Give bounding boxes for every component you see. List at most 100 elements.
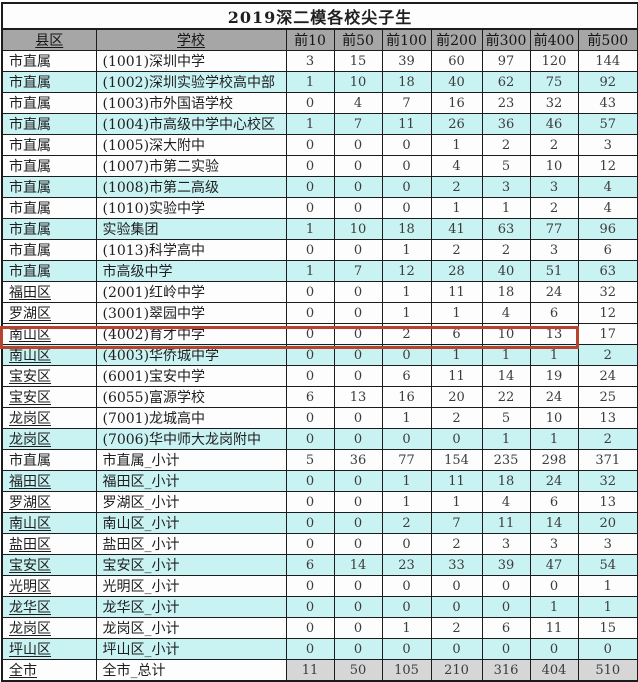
value-cell: 1 [430, 197, 483, 219]
value-cell: 17 [577, 323, 638, 345]
value-cell: 1 [285, 260, 335, 282]
table-row: 市直属 (1001)深圳中学 3 15 39 60 97 120 144 [1, 50, 638, 72]
district-cell: 龙岗区 [1, 407, 97, 429]
value-cell: 0 [381, 596, 432, 618]
value-cell: 24 [529, 386, 579, 408]
school-cell: 实验集团 [95, 218, 287, 240]
value-cell: 0 [333, 365, 383, 387]
table-row: 龙岗区 龙岗区_小计 0 0 1 2 6 11 15 [1, 617, 638, 639]
value-cell: 26 [430, 113, 483, 135]
school-cell: (7006)华中师大龙岗附中 [95, 428, 287, 450]
value-cell: 510 [577, 659, 638, 682]
value-cell: 96 [577, 218, 638, 240]
value-cell: 2 [529, 134, 579, 156]
value-cell: 0 [333, 176, 383, 198]
value-cell: 210 [430, 659, 483, 682]
value-cell: 11 [430, 470, 483, 492]
value-cell: 1 [481, 197, 531, 219]
value-cell: 2 [577, 428, 638, 450]
value-cell: 18 [381, 218, 432, 240]
school-cell: (3001)翠园中学 [95, 302, 287, 324]
value-cell: 63 [577, 260, 638, 282]
value-cell: 0 [285, 344, 335, 366]
value-cell: 7 [430, 512, 483, 534]
value-cell: 62 [481, 71, 531, 93]
table-row: 宝安区 (6055)富源学校 6 13 16 20 22 24 25 [1, 386, 638, 408]
value-cell: 7 [381, 92, 432, 114]
school-cell: (7001)龙城高中 [95, 407, 287, 429]
value-cell: 2 [481, 134, 531, 156]
table-row: 宝安区 宝安区_小计 6 14 23 33 39 47 54 [1, 554, 638, 576]
value-cell: 40 [430, 71, 483, 93]
value-cell: 51 [529, 260, 579, 282]
school-cell: 龙华区_小计 [95, 596, 287, 618]
value-cell: 2 [430, 617, 483, 639]
district-cell: 宝安区 [1, 365, 97, 387]
value-cell: 50 [333, 659, 383, 682]
value-cell: 2 [430, 176, 483, 198]
value-cell: 235 [481, 449, 531, 471]
value-cell: 47 [529, 554, 579, 576]
value-cell: 6 [481, 617, 531, 639]
value-cell: 14 [529, 512, 579, 534]
value-cell: 0 [333, 491, 383, 513]
value-cell: 11 [285, 659, 335, 682]
table-row: 市直属 (1005)深大附中 0 0 0 1 2 2 3 [1, 134, 638, 156]
value-cell: 12 [577, 155, 638, 177]
value-cell: 23 [381, 554, 432, 576]
school-cell: (1010)实验中学 [95, 197, 287, 219]
value-cell: 404 [529, 659, 579, 682]
value-cell: 1 [381, 407, 432, 429]
value-cell: 60 [430, 50, 483, 72]
table-row: 南山区 (4002)育才中学 0 0 2 6 10 13 17 [1, 323, 638, 345]
district-cell: 宝安区 [1, 386, 97, 408]
value-cell: 0 [285, 323, 335, 345]
value-cell: 14 [333, 554, 383, 576]
value-cell: 0 [381, 638, 432, 660]
table-row: 罗湖区 罗湖区_小计 0 0 1 1 4 6 13 [1, 491, 638, 513]
value-cell: 316 [481, 659, 531, 682]
school-cell: (4003)华侨城中学 [95, 344, 287, 366]
value-cell: 0 [381, 176, 432, 198]
value-cell: 20 [577, 512, 638, 534]
value-cell: 12 [577, 302, 638, 324]
value-cell: 144 [577, 50, 638, 72]
value-cell: 97 [481, 50, 531, 72]
value-cell: 0 [333, 344, 383, 366]
value-cell: 1 [430, 491, 483, 513]
school-cell: 全市_总计 [95, 659, 287, 682]
value-cell: 7 [333, 260, 383, 282]
school-cell: (1002)深圳实验学校高中部 [95, 71, 287, 93]
value-cell: 0 [285, 302, 335, 324]
school-cell: (6001)宝安中学 [95, 365, 287, 387]
school-cell: 福田区_小计 [95, 470, 287, 492]
value-cell: 0 [381, 533, 432, 555]
school-cell: (1005)深大附中 [95, 134, 287, 156]
value-cell: 5 [285, 449, 335, 471]
value-cell: 18 [481, 281, 531, 303]
school-cell: 龙岗区_小计 [95, 617, 287, 639]
value-cell: 0 [381, 344, 432, 366]
value-cell: 2 [381, 512, 432, 534]
table-row: 宝安区 (6001)宝安中学 0 0 6 11 14 19 24 [1, 365, 638, 387]
value-cell: 0 [430, 575, 483, 597]
district-cell: 福田区 [1, 281, 97, 303]
column-header-3: 前50 [333, 28, 383, 51]
value-cell: 24 [529, 281, 579, 303]
column-header-8: 前500 [577, 28, 638, 51]
value-cell: 7 [333, 113, 383, 135]
value-cell: 10 [333, 71, 383, 93]
table-row: 市直属 (1008)市第二高级 0 0 0 2 3 3 4 [1, 176, 638, 198]
value-cell: 1 [529, 344, 579, 366]
column-header-1: 学校 [95, 28, 287, 51]
school-cell: 市高级中学 [95, 260, 287, 282]
value-cell: 0 [430, 638, 483, 660]
value-cell: 13 [529, 323, 579, 345]
value-cell: 0 [333, 512, 383, 534]
value-cell: 0 [481, 575, 531, 597]
value-cell: 1 [381, 470, 432, 492]
value-cell: 32 [577, 281, 638, 303]
value-cell: 0 [285, 491, 335, 513]
value-cell: 3 [481, 176, 531, 198]
